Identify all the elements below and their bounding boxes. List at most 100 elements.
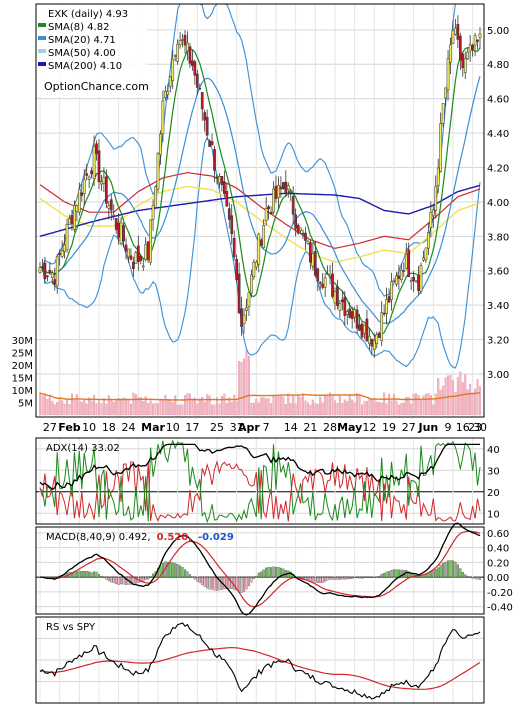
macd-label-prefix: MACD(8,40,9) 0.492,: [46, 532, 151, 543]
candle-body: [240, 308, 243, 327]
volume-bar: [83, 400, 86, 416]
macd-histogram-bar: [454, 561, 457, 578]
macd-histogram: [38, 560, 482, 593]
macd-histogram-bar: [476, 576, 479, 580]
macd-histogram-bar: [198, 576, 201, 584]
candle-body: [129, 255, 133, 260]
volume-bar: [358, 394, 361, 416]
volume-bar: [100, 403, 103, 416]
macd-histogram-bar: [329, 576, 332, 580]
volume-bar: [348, 395, 351, 416]
candle-body: [127, 248, 130, 258]
macd-histogram-bar: [343, 576, 346, 580]
x-tick-label: 10: [166, 421, 180, 434]
candle-body: [70, 215, 74, 225]
volume-bar: [122, 397, 125, 416]
volume-average-line: [39, 392, 481, 401]
macd-histogram-bar: [390, 569, 393, 578]
volume-bar: [255, 398, 258, 416]
candle-body: [109, 199, 113, 211]
candle-body: [449, 44, 452, 63]
candle-body: [58, 252, 62, 256]
candle-body: [321, 283, 325, 288]
candle-body: [417, 275, 420, 291]
volume-bar: [112, 401, 115, 416]
volume-bar: [424, 394, 427, 416]
macd-histogram-bar: [311, 576, 314, 582]
volume-bar: [137, 397, 140, 416]
volume-bars: [38, 350, 482, 416]
volume-bar: [93, 394, 96, 416]
adx-tick-label: 10: [487, 509, 500, 520]
macd-histogram-bar: [361, 576, 364, 579]
volume-bar: [297, 394, 300, 416]
volume-bar: [156, 403, 159, 416]
candle-body: [80, 192, 84, 196]
candles: [38, 15, 482, 358]
candle-body: [77, 188, 81, 213]
volume-bar: [400, 402, 403, 416]
volume-bar: [196, 403, 199, 416]
volume-bar: [107, 395, 110, 416]
candle-body: [139, 255, 143, 261]
x-tick-label: 23: [468, 421, 482, 434]
macd-histogram-bar: [255, 576, 258, 578]
macd-histogram-bar: [378, 575, 381, 578]
candle-body: [274, 185, 278, 199]
volume-bar: [429, 395, 432, 416]
macd-histogram-bar: [120, 576, 123, 585]
x-tick-label: 21: [303, 421, 317, 434]
macd-histogram-bar: [282, 568, 285, 578]
volume-bar: [164, 395, 167, 416]
volume-bar: [218, 403, 221, 416]
rs-line: [39, 622, 481, 700]
candle-body: [171, 58, 175, 81]
candle-body: [272, 188, 275, 213]
rs-panel: RS vs SPY: [35, 616, 485, 704]
adx-axis-ticks: 40 30 20 10: [487, 445, 500, 521]
macd-histogram-bar: [90, 572, 93, 578]
candle-body: [478, 33, 482, 38]
candle-body: [407, 249, 411, 278]
candle-body: [186, 42, 189, 52]
volume-bar: [383, 392, 386, 416]
volume-bar: [179, 404, 182, 416]
macd-lines: [40, 522, 481, 616]
candle-body: [134, 252, 138, 264]
adx-lines: [39, 439, 481, 524]
macd-histogram-bar: [206, 576, 209, 589]
candle-body: [439, 123, 443, 172]
macd-histogram-bar: [245, 576, 248, 590]
candle-body: [318, 282, 322, 284]
volume-bar: [250, 402, 253, 416]
candle-body: [87, 176, 91, 180]
macd-label: MACD(8,40,9) 0.492, 0.520, -0.029: [46, 532, 234, 543]
macd-histogram-bar: [186, 571, 189, 578]
volume-bar: [380, 402, 383, 416]
candle-body: [397, 275, 401, 279]
macd-histogram-bar: [363, 576, 366, 578]
volume-bar: [265, 398, 268, 416]
candle-body: [363, 324, 366, 334]
candle-body: [456, 24, 460, 40]
candle-body: [68, 218, 71, 225]
x-tick-label: Apr: [238, 421, 260, 434]
candle-body: [242, 314, 246, 325]
macd-histogram-bar: [474, 576, 477, 579]
macd-histogram-bar: [417, 576, 420, 578]
candle-body: [382, 312, 386, 315]
macd-histogram-bar: [233, 576, 236, 590]
candle-body: [348, 308, 352, 318]
volume-bar: [333, 400, 336, 416]
candle-body: [338, 303, 342, 311]
macd-histogram-bar: [368, 576, 371, 578]
macd-histogram-bar: [449, 560, 452, 578]
macd-histogram-bar: [193, 576, 196, 580]
candle-body: [183, 35, 187, 46]
candle-body: [168, 76, 172, 87]
macd-histogram-bar: [370, 576, 373, 578]
volume-tick-label: 25M: [12, 349, 33, 360]
candle-body: [451, 30, 455, 45]
macd-histogram-bar: [115, 576, 118, 585]
